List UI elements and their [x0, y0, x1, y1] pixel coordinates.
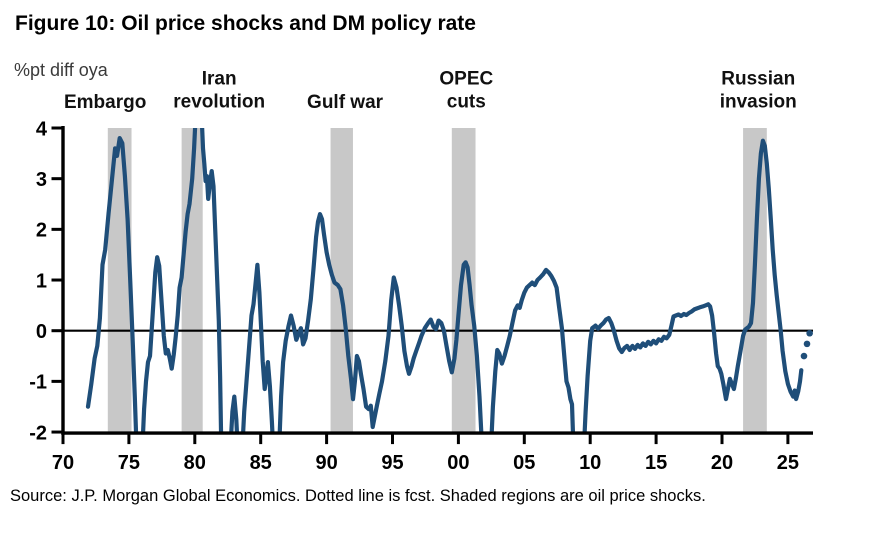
- x-tick-label: 75: [118, 452, 140, 474]
- y-tick-label: 2: [36, 220, 47, 242]
- x-tick-label: 95: [381, 452, 403, 474]
- y-tick-label: 1: [36, 270, 47, 292]
- figure-title: Figure 10: Oil price shocks and DM polic…: [15, 12, 476, 35]
- oil-shock-band: [181, 128, 203, 433]
- forecast-dot: [803, 340, 811, 348]
- x-tick-label: 10: [579, 452, 601, 474]
- x-tick-label: 25: [777, 452, 799, 474]
- event-annotation: OPEC cuts: [439, 68, 494, 113]
- policy-rate-series: [85, 128, 804, 433]
- forecast-dot: [806, 329, 813, 337]
- event-annotation: Russian invasion: [719, 68, 797, 113]
- y-tick-label: 0: [36, 321, 47, 343]
- x-tick-label: 20: [711, 452, 733, 474]
- y-tick-label: -1: [29, 372, 47, 394]
- forecast-dot: [800, 352, 808, 360]
- y-axis-unit-label: %pt diff oya: [14, 60, 108, 80]
- x-tick-label: 80: [184, 452, 206, 474]
- event-annotation: Embargo: [63, 91, 147, 113]
- y-tick-label: -2: [29, 422, 47, 444]
- x-tick-label: 15: [645, 452, 667, 474]
- source-note: Source: J.P. Morgan Global Economics. Do…: [10, 487, 706, 505]
- event-annotation: Iran revolution: [173, 68, 266, 113]
- x-tick-label: 05: [513, 452, 535, 474]
- x-tick-label: 90: [315, 452, 337, 474]
- x-tick-label: 85: [250, 452, 272, 474]
- y-tick-label: 3: [36, 169, 47, 191]
- x-tick-label: 00: [447, 452, 469, 474]
- event-annotation: Gulf war: [307, 91, 384, 113]
- x-tick-label: 70: [52, 452, 74, 474]
- y-tick-label: 4: [36, 118, 48, 140]
